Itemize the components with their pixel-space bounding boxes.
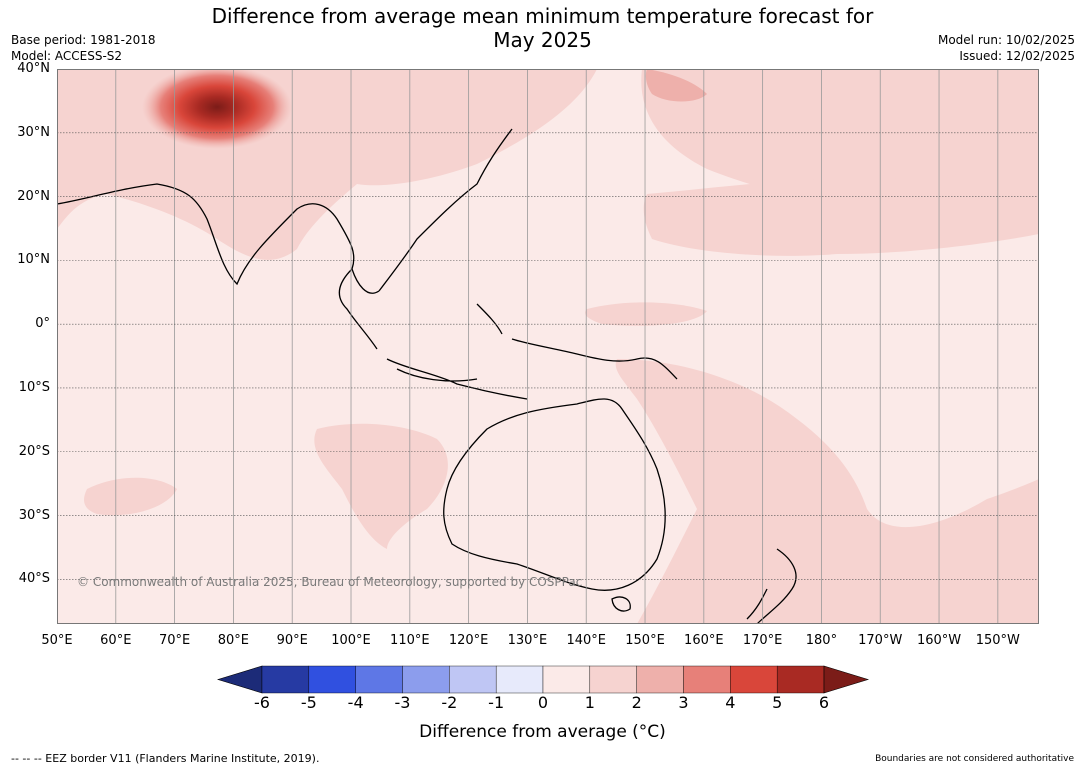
anomaly-region-central-pacific — [643, 164, 1039, 256]
colorbar-tick-label: -3 — [394, 693, 411, 712]
colorbar-tick-label: 5 — [772, 693, 783, 712]
map-title: Difference from average mean minimum tem… — [0, 4, 1085, 52]
longitude-label: 170°E — [742, 633, 783, 648]
coastline-malay — [338, 268, 378, 350]
colorbar-tick-label: -4 — [347, 693, 364, 712]
coastline-new-zealand — [746, 548, 797, 625]
eez-legend: -- -- -- EEZ border V11 (Flanders Marine… — [11, 752, 320, 765]
longitude-label: 170°W — [858, 633, 903, 648]
colorbar-swatch — [730, 665, 778, 694]
longitude-label: 70°E — [158, 633, 191, 648]
colorbar-swatch — [308, 665, 356, 694]
colorbar-over-arrow — [823, 665, 870, 694]
title-line-1: Difference from average mean minimum tem… — [211, 4, 874, 28]
colorbar-swatch — [776, 665, 825, 694]
anomaly-region-north-pacific — [641, 69, 1039, 209]
colorbar-swatch — [683, 665, 731, 694]
colorbar-swatch — [449, 665, 497, 694]
longitude-label: 140°E — [566, 633, 606, 648]
longitude-label: 150°W — [975, 633, 1020, 648]
longitude-label: 110°E — [390, 633, 430, 648]
title-line-2: May 2025 — [493, 28, 592, 52]
latitude-label: 0° — [35, 316, 50, 332]
latitude-label: 30°S — [18, 507, 50, 523]
colorbar-tick-label: 1 — [584, 693, 595, 712]
model-name: Model: ACCESS-S2 — [11, 49, 123, 63]
colorbar-tick-label: -5 — [300, 693, 317, 712]
longitude-label: 60°E — [100, 633, 132, 648]
colorbar-swatch — [542, 665, 591, 694]
longitude-label: 160°E — [684, 633, 724, 648]
colorbar-under-arrow — [216, 665, 263, 694]
metadata-right: Model run: 10/02/2025 Issued: 12/02/2025 — [938, 32, 1075, 64]
colorbar-swatch — [589, 665, 637, 694]
colorbar-label: Difference from average (°C) — [419, 722, 666, 742]
coastline-south-asia — [56, 183, 380, 294]
longitude-label: 120°E — [448, 633, 489, 648]
latitude-label: 20°N — [17, 188, 50, 204]
coastline-new-guinea — [476, 303, 678, 380]
anomaly-region-tibet-hotspot — [142, 65, 292, 149]
coastline-australia — [443, 398, 666, 591]
colorbar-tick-label: 3 — [678, 693, 689, 712]
coastline-east-asia — [378, 128, 513, 292]
colorbar-tick-label: -6 — [254, 693, 270, 712]
anomaly-region-southwest-pacific — [615, 359, 1039, 624]
map-frame — [57, 69, 1039, 624]
colorbar-tick-label: 4 — [725, 693, 736, 712]
colorbar-swatch — [355, 665, 403, 694]
metadata-left: Base period: 1981-2018 Model: ACCESS-S2 — [11, 32, 156, 64]
colorbar-tick-label: -2 — [441, 693, 458, 712]
coastline-tasmania — [611, 596, 631, 612]
longitude-label: 130°E — [507, 633, 548, 648]
colorbar-tick-label: -1 — [488, 693, 505, 712]
longitude-label: 100°E — [331, 633, 371, 648]
gridlines — [56, 68, 1039, 624]
forecast-map: © Commonwealth of Australia 2025, Bureau… — [56, 65, 1039, 625]
map-canvas: © Commonwealth of Australia 2025, Bureau… — [56, 65, 1039, 625]
colorbar-swatch — [261, 665, 310, 694]
latitude-label: 10°S — [18, 379, 50, 395]
issued-date: Issued: 12/02/2025 — [959, 49, 1075, 63]
anomaly-region-equatorial — [585, 302, 707, 326]
coastlines — [56, 128, 797, 625]
colorbar-canvas — [216, 665, 870, 694]
latitude-label: 30°N — [17, 124, 50, 140]
model-run: Model run: 10/02/2025 — [937, 33, 1075, 47]
latitude-label: 40°N — [17, 61, 50, 76]
colorbar-swatch — [636, 665, 684, 694]
latitude-label: 40°S — [18, 571, 50, 587]
longitude-label: 180° — [805, 633, 838, 648]
longitude-label: 160°W — [916, 633, 962, 648]
colorbar-tick-label: 0 — [537, 693, 549, 712]
colorbar-tick-label: 2 — [631, 693, 642, 712]
base-period: Base period: 1981-2018 — [11, 33, 156, 47]
colorbar-swatch — [402, 665, 450, 694]
coastline-indonesia — [386, 358, 528, 400]
latitude-label: 20°S — [18, 443, 50, 459]
anomaly-region-pacific-warm — [645, 69, 707, 102]
anomaly-region-indian-ocean — [314, 423, 448, 549]
copyright-text: © Commonwealth of Australia 2025, Bureau… — [77, 575, 582, 589]
anomaly-region-south-indian — [84, 477, 177, 516]
colorbar-swatch — [495, 665, 544, 694]
colorbar — [210, 660, 880, 700]
longitude-label: 90°E — [276, 633, 308, 648]
longitude-label: 150°E — [625, 633, 665, 648]
longitude-label: 80°E — [217, 633, 250, 648]
longitude-label: 50°E — [41, 633, 73, 648]
boundaries-disclaimer: Boundaries are not considered authoritat… — [875, 754, 1074, 764]
latitude-label: 10°N — [17, 252, 50, 268]
colorbar-tick-label: 6 — [818, 693, 830, 712]
anomaly-contours — [57, 65, 1039, 624]
